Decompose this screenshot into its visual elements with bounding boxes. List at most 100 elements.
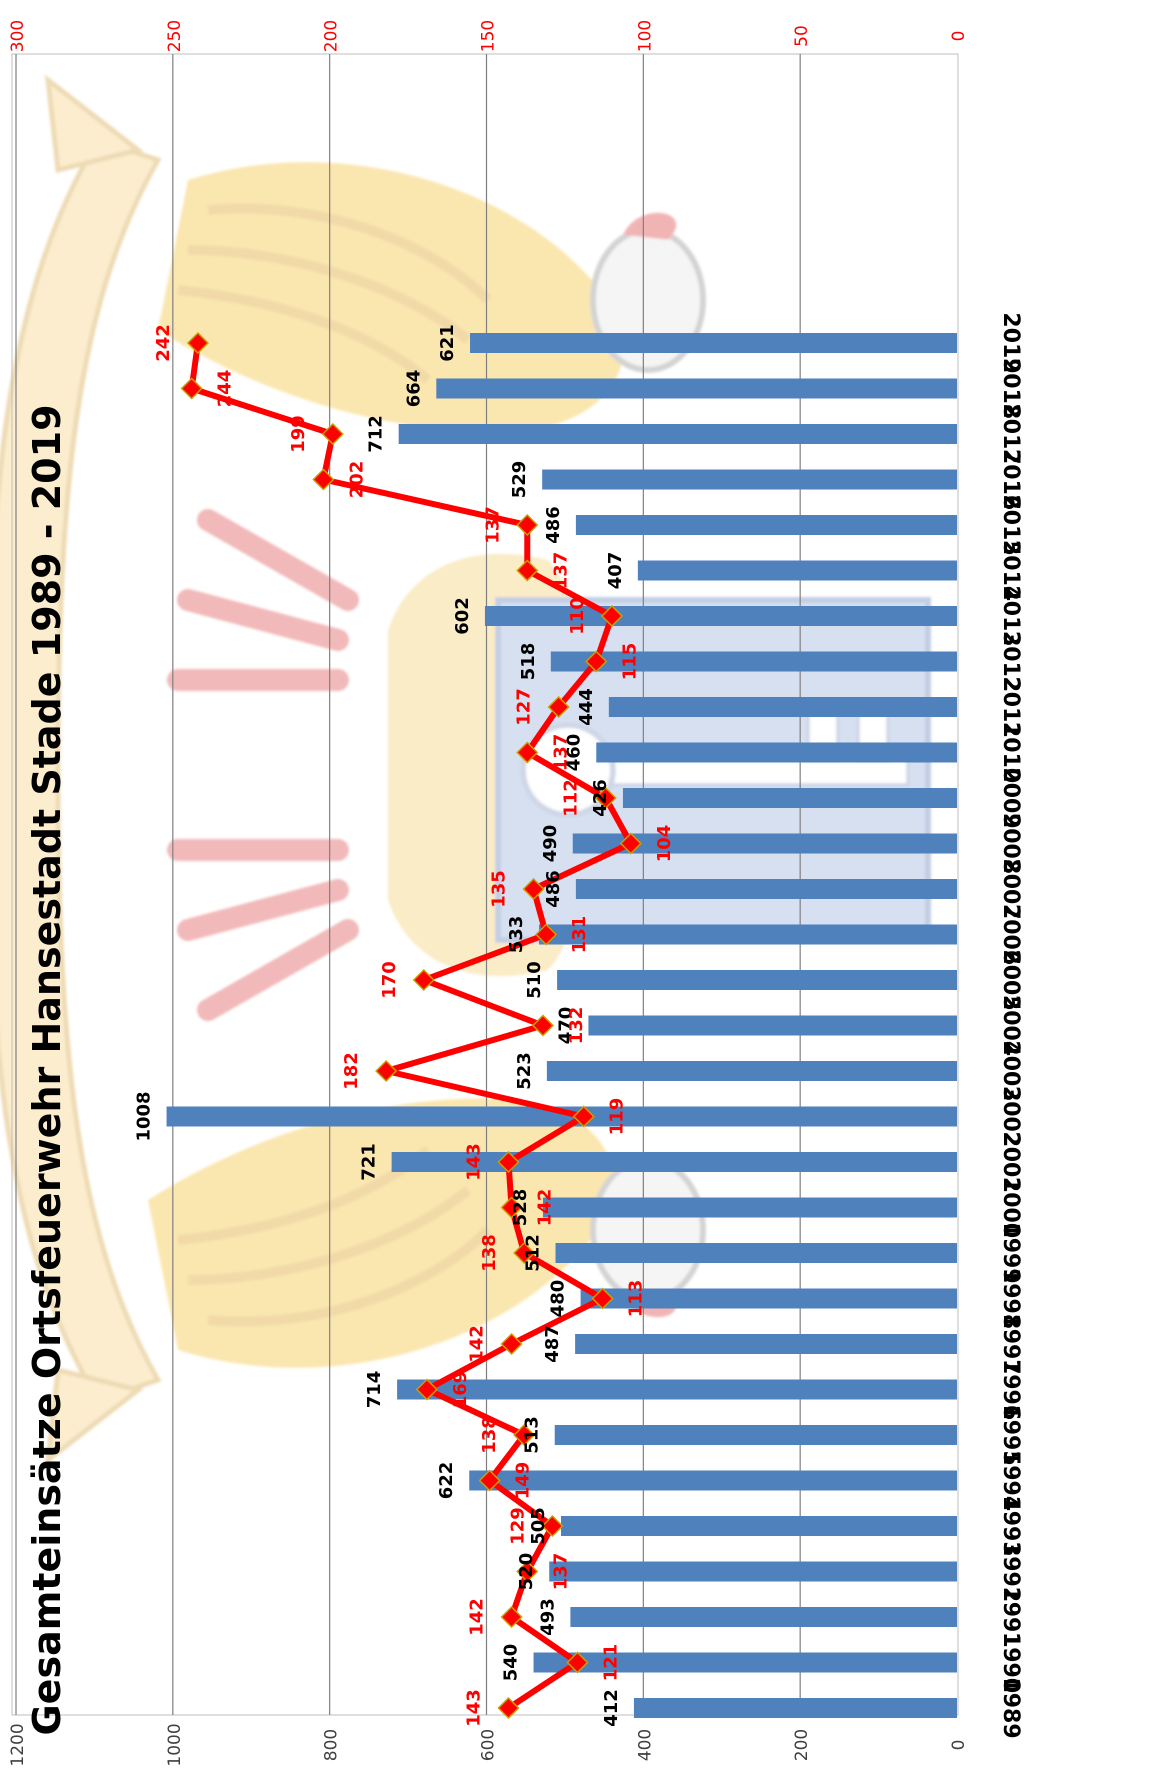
category-axis-labels: 1989199019911992199319941995199619971998… [998,312,1023,1738]
category-label: 2016 [998,449,1023,510]
bar [484,606,957,626]
bar [550,651,957,672]
bar [575,1334,957,1354]
bar-data-label: 520 [516,1553,537,1591]
chart-title: Gesamteinsätze Ortsfeuerwehr Hansestadt … [25,404,69,1735]
category-label: 2009 [998,767,1023,828]
bar-data-label: 505 [528,1507,549,1545]
category-label: 2003 [998,1040,1023,1101]
bar-data-label: 412 [601,1689,622,1727]
bar-data-label: 486 [543,506,564,544]
bar [391,1152,957,1172]
line-marker [180,377,203,400]
bar-data-label: 533 [506,916,527,954]
bar-data-label: 523 [514,1052,535,1090]
secondary-axis-tick-label: 0 [949,31,969,42]
bar-data-label: 487 [542,1325,563,1363]
line-marker [186,331,209,355]
line-marker [478,1469,501,1492]
bar [533,1652,957,1673]
line-data-label: 199 [288,415,309,453]
bar [542,1197,957,1218]
category-label: 1993 [998,1495,1023,1556]
line-data-label: 170 [379,961,400,999]
bar [539,924,957,945]
bar [542,469,957,490]
bar [546,1061,957,1081]
bar-data-label: 529 [509,461,530,499]
category-label: 2007 [998,858,1023,919]
primary-axis-tick-labels: 0 200 400 600 800 1000 1200 [8,1723,969,1766]
line-data-labels: 143 121 142 137 129 149 138 169 142 113 138 142 143 1… [153,324,675,1727]
bar [637,560,957,581]
line-data-label: 143 [463,1143,484,1181]
bar [549,1561,957,1582]
bar-data-label: 460 [563,734,584,772]
category-label: 1990 [998,1632,1023,1693]
primary-axis-tick-label: 600 [479,1729,499,1761]
bar-data-label: 721 [359,1143,380,1181]
bar [560,1516,957,1536]
line-marker [321,422,344,446]
line-marker [500,1196,523,1219]
eagle-head-right [590,1157,706,1303]
category-label: 2017 [998,403,1023,464]
line-data-label: 137 [550,734,571,772]
primary-axis-tick-label: 1000 [165,1723,185,1766]
primary-axis-tick-label: 400 [635,1729,655,1761]
line-marker [513,1241,536,1265]
line-marker [516,1560,539,1583]
category-label: 2002 [998,1086,1023,1147]
line-marker [547,695,570,719]
line-marker [497,1696,520,1720]
bar-data-label: 540 [501,1644,522,1682]
category-label: 2006 [998,904,1023,965]
category-label: 1998 [998,1268,1023,1329]
bar [608,697,957,717]
line-data-label: 182 [341,1052,362,1090]
category-label: 2011 [998,676,1023,737]
bar [469,1470,957,1491]
category-label: 1994 [998,1450,1023,1511]
line-marker [500,1605,523,1629]
bar [557,970,957,990]
bar-data-label: 470 [555,1007,576,1045]
line-data-label: 131 [569,916,590,954]
bar-data-label: 480 [548,1280,569,1318]
line-marker [535,923,558,946]
bar [397,1379,958,1400]
plot-area-border [11,53,959,1716]
category-label: 2013 [998,585,1023,646]
category-label: 2008 [998,813,1023,874]
bar-data-label: 513 [522,1416,543,1454]
bar [554,1425,957,1445]
line-data-label: 169 [450,1371,471,1409]
line-data-label: 242 [153,324,174,362]
line-marker [312,468,335,491]
category-label: 2014 [998,540,1023,601]
line-data-label: 142 [467,1598,488,1636]
bar-data-label: 621 [437,324,458,362]
bar-data-label: 490 [540,825,561,863]
line-data-label: 137 [550,1553,571,1591]
eagle-beak-left [623,212,677,240]
line-data-label: 135 [489,870,510,908]
line-data-label: 115 [619,643,640,681]
bar [622,788,957,808]
bar-data-label: 493 [537,1598,558,1636]
line-marker [415,1378,438,1401]
bar-data-label: 444 [576,688,597,726]
line-marker [585,650,608,673]
secondary-axis-tick-label: 50 [792,25,812,47]
line-data-label: 142 [467,1325,488,1363]
bar [580,1288,957,1309]
bar [575,879,957,899]
bar-data-label: 528 [510,1189,531,1227]
bar-data-label: 714 [364,1371,385,1409]
category-label: 1991 [998,1586,1023,1647]
line-marker [516,559,539,582]
line-marker [412,968,435,992]
